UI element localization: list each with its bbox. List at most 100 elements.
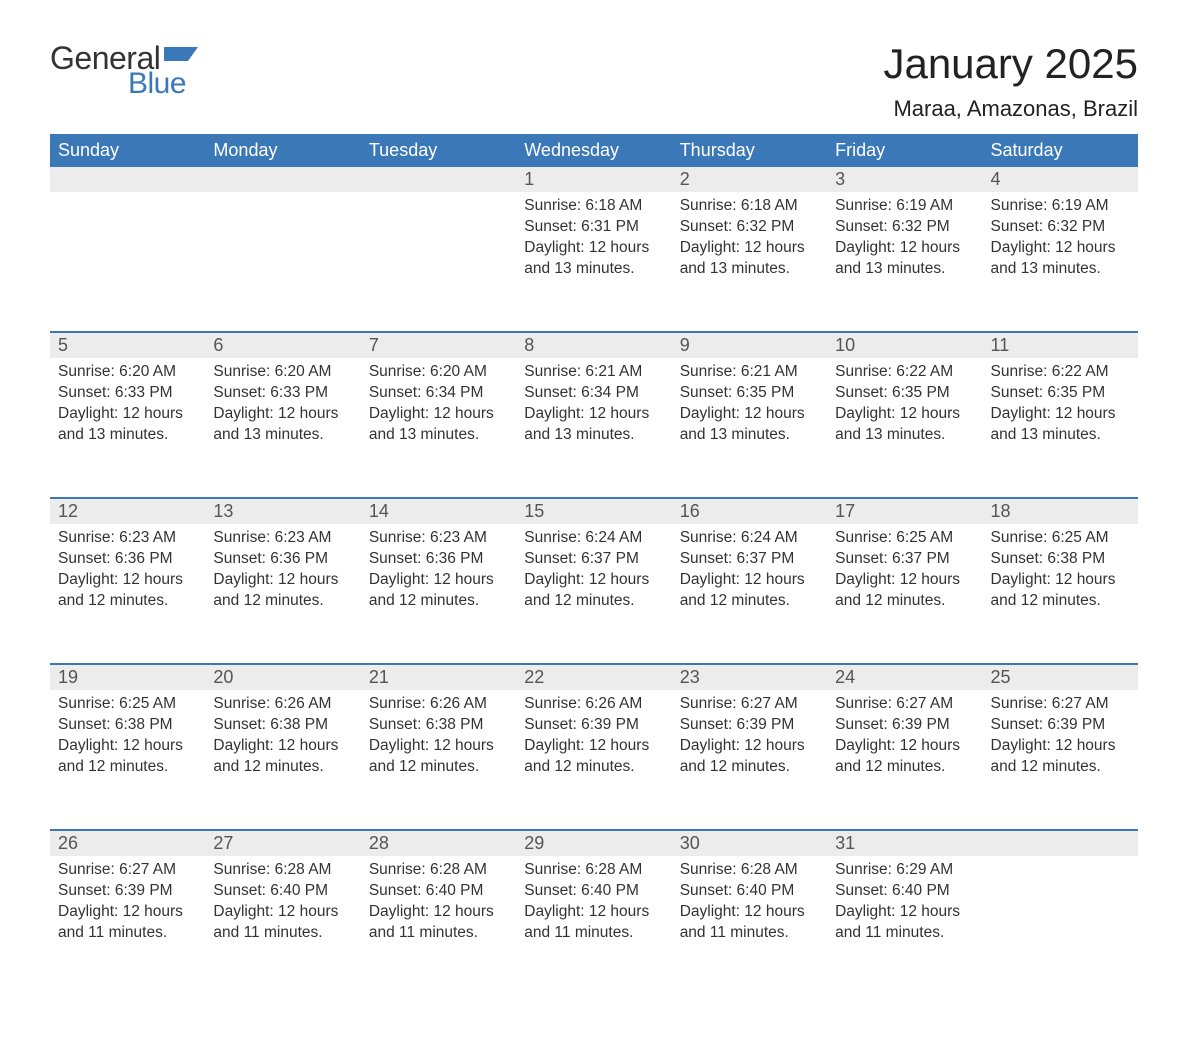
day-daylight1: Daylight: 12 hours xyxy=(991,404,1130,425)
day-sunset: Sunset: 6:33 PM xyxy=(58,383,197,404)
day-daylight2: and 12 minutes. xyxy=(369,757,508,778)
day-cell: Sunrise: 6:28 AMSunset: 6:40 PMDaylight:… xyxy=(516,856,671,996)
day-number: 31 xyxy=(827,830,982,856)
day-daylight1: Daylight: 12 hours xyxy=(58,736,197,757)
day-daylight1: Daylight: 12 hours xyxy=(369,902,508,923)
day-daylight1: Daylight: 12 hours xyxy=(680,238,819,259)
day-daylight2: and 11 minutes. xyxy=(58,923,197,944)
day-number: 11 xyxy=(983,332,1138,358)
day-header: Thursday xyxy=(672,134,827,167)
content-row: Sunrise: 6:25 AMSunset: 6:38 PMDaylight:… xyxy=(50,690,1138,830)
day-sunset: Sunset: 6:37 PM xyxy=(680,549,819,570)
day-cell: Sunrise: 6:29 AMSunset: 6:40 PMDaylight:… xyxy=(827,856,982,996)
day-daylight1: Daylight: 12 hours xyxy=(835,404,974,425)
day-daylight2: and 13 minutes. xyxy=(213,425,352,446)
day-daylight1: Daylight: 12 hours xyxy=(835,238,974,259)
day-sunrise: Sunrise: 6:23 AM xyxy=(369,528,508,549)
day-sunrise: Sunrise: 6:26 AM xyxy=(213,694,352,715)
calendar-table: Sunday Monday Tuesday Wednesday Thursday… xyxy=(50,134,1138,996)
day-sunset: Sunset: 6:38 PM xyxy=(58,715,197,736)
day-daylight2: and 13 minutes. xyxy=(680,259,819,280)
day-sunrise: Sunrise: 6:18 AM xyxy=(524,196,663,217)
day-daylight2: and 12 minutes. xyxy=(835,757,974,778)
day-daylight1: Daylight: 12 hours xyxy=(835,736,974,757)
day-cell: Sunrise: 6:26 AMSunset: 6:38 PMDaylight:… xyxy=(361,690,516,830)
day-sunset: Sunset: 6:40 PM xyxy=(524,881,663,902)
day-sunset: Sunset: 6:40 PM xyxy=(369,881,508,902)
day-daylight1: Daylight: 12 hours xyxy=(213,404,352,425)
day-header: Tuesday xyxy=(361,134,516,167)
day-cell: Sunrise: 6:21 AMSunset: 6:35 PMDaylight:… xyxy=(672,358,827,498)
day-cell: Sunrise: 6:26 AMSunset: 6:39 PMDaylight:… xyxy=(516,690,671,830)
day-sunset: Sunset: 6:32 PM xyxy=(680,217,819,238)
daynum-row: 12131415161718 xyxy=(50,498,1138,524)
day-number: 5 xyxy=(50,332,205,358)
day-number: 21 xyxy=(361,664,516,690)
day-daylight2: and 12 minutes. xyxy=(991,757,1130,778)
day-sunset: Sunset: 6:39 PM xyxy=(680,715,819,736)
day-number: 23 xyxy=(672,664,827,690)
day-daylight1: Daylight: 12 hours xyxy=(524,736,663,757)
day-sunset: Sunset: 6:35 PM xyxy=(991,383,1130,404)
day-cell: Sunrise: 6:25 AMSunset: 6:37 PMDaylight:… xyxy=(827,524,982,664)
logo-text-blue: Blue xyxy=(128,67,186,101)
content-row: Sunrise: 6:27 AMSunset: 6:39 PMDaylight:… xyxy=(50,856,1138,996)
day-daylight2: and 12 minutes. xyxy=(213,757,352,778)
day-daylight2: and 13 minutes. xyxy=(835,425,974,446)
day-daylight1: Daylight: 12 hours xyxy=(524,238,663,259)
day-cell: Sunrise: 6:23 AMSunset: 6:36 PMDaylight:… xyxy=(361,524,516,664)
day-daylight2: and 13 minutes. xyxy=(680,425,819,446)
content-row: Sunrise: 6:20 AMSunset: 6:33 PMDaylight:… xyxy=(50,358,1138,498)
day-cell: Sunrise: 6:25 AMSunset: 6:38 PMDaylight:… xyxy=(983,524,1138,664)
day-sunset: Sunset: 6:34 PM xyxy=(369,383,508,404)
day-sunrise: Sunrise: 6:26 AM xyxy=(369,694,508,715)
day-cell: Sunrise: 6:26 AMSunset: 6:38 PMDaylight:… xyxy=(205,690,360,830)
day-cell: Sunrise: 6:28 AMSunset: 6:40 PMDaylight:… xyxy=(205,856,360,996)
day-sunset: Sunset: 6:37 PM xyxy=(835,549,974,570)
day-cell: Sunrise: 6:20 AMSunset: 6:33 PMDaylight:… xyxy=(50,358,205,498)
day-daylight2: and 13 minutes. xyxy=(991,259,1130,280)
day-cell xyxy=(983,856,1138,996)
day-number xyxy=(983,830,1138,856)
day-sunrise: Sunrise: 6:28 AM xyxy=(369,860,508,881)
day-number: 28 xyxy=(361,830,516,856)
day-daylight2: and 12 minutes. xyxy=(58,757,197,778)
day-number: 22 xyxy=(516,664,671,690)
daynum-row: 19202122232425 xyxy=(50,664,1138,690)
day-cell: Sunrise: 6:28 AMSunset: 6:40 PMDaylight:… xyxy=(672,856,827,996)
day-daylight1: Daylight: 12 hours xyxy=(991,238,1130,259)
day-daylight1: Daylight: 12 hours xyxy=(680,404,819,425)
month-title: January 2025 xyxy=(883,40,1138,88)
day-number: 6 xyxy=(205,332,360,358)
day-sunrise: Sunrise: 6:27 AM xyxy=(58,860,197,881)
day-cell: Sunrise: 6:19 AMSunset: 6:32 PMDaylight:… xyxy=(827,192,982,332)
day-daylight1: Daylight: 12 hours xyxy=(524,404,663,425)
day-daylight2: and 12 minutes. xyxy=(835,591,974,612)
day-header: Saturday xyxy=(983,134,1138,167)
day-number: 14 xyxy=(361,498,516,524)
day-daylight1: Daylight: 12 hours xyxy=(680,902,819,923)
day-daylight1: Daylight: 12 hours xyxy=(213,736,352,757)
day-sunrise: Sunrise: 6:22 AM xyxy=(991,362,1130,383)
day-cell: Sunrise: 6:22 AMSunset: 6:35 PMDaylight:… xyxy=(827,358,982,498)
day-sunrise: Sunrise: 6:29 AM xyxy=(835,860,974,881)
day-cell xyxy=(50,192,205,332)
calendar-page: General Blue January 2025 Maraa, Amazona… xyxy=(0,0,1188,1046)
day-daylight1: Daylight: 12 hours xyxy=(991,570,1130,591)
day-daylight2: and 12 minutes. xyxy=(524,757,663,778)
daynum-row: 1234 xyxy=(50,167,1138,192)
daynum-row: 262728293031 xyxy=(50,830,1138,856)
day-sunrise: Sunrise: 6:20 AM xyxy=(213,362,352,383)
day-daylight2: and 11 minutes. xyxy=(835,923,974,944)
day-sunrise: Sunrise: 6:22 AM xyxy=(835,362,974,383)
day-sunset: Sunset: 6:39 PM xyxy=(835,715,974,736)
day-cell: Sunrise: 6:27 AMSunset: 6:39 PMDaylight:… xyxy=(983,690,1138,830)
day-number: 16 xyxy=(672,498,827,524)
day-sunset: Sunset: 6:32 PM xyxy=(991,217,1130,238)
day-sunrise: Sunrise: 6:28 AM xyxy=(213,860,352,881)
day-daylight2: and 12 minutes. xyxy=(991,591,1130,612)
day-daylight1: Daylight: 12 hours xyxy=(58,404,197,425)
day-daylight2: and 12 minutes. xyxy=(680,757,819,778)
day-sunset: Sunset: 6:36 PM xyxy=(58,549,197,570)
day-number: 30 xyxy=(672,830,827,856)
